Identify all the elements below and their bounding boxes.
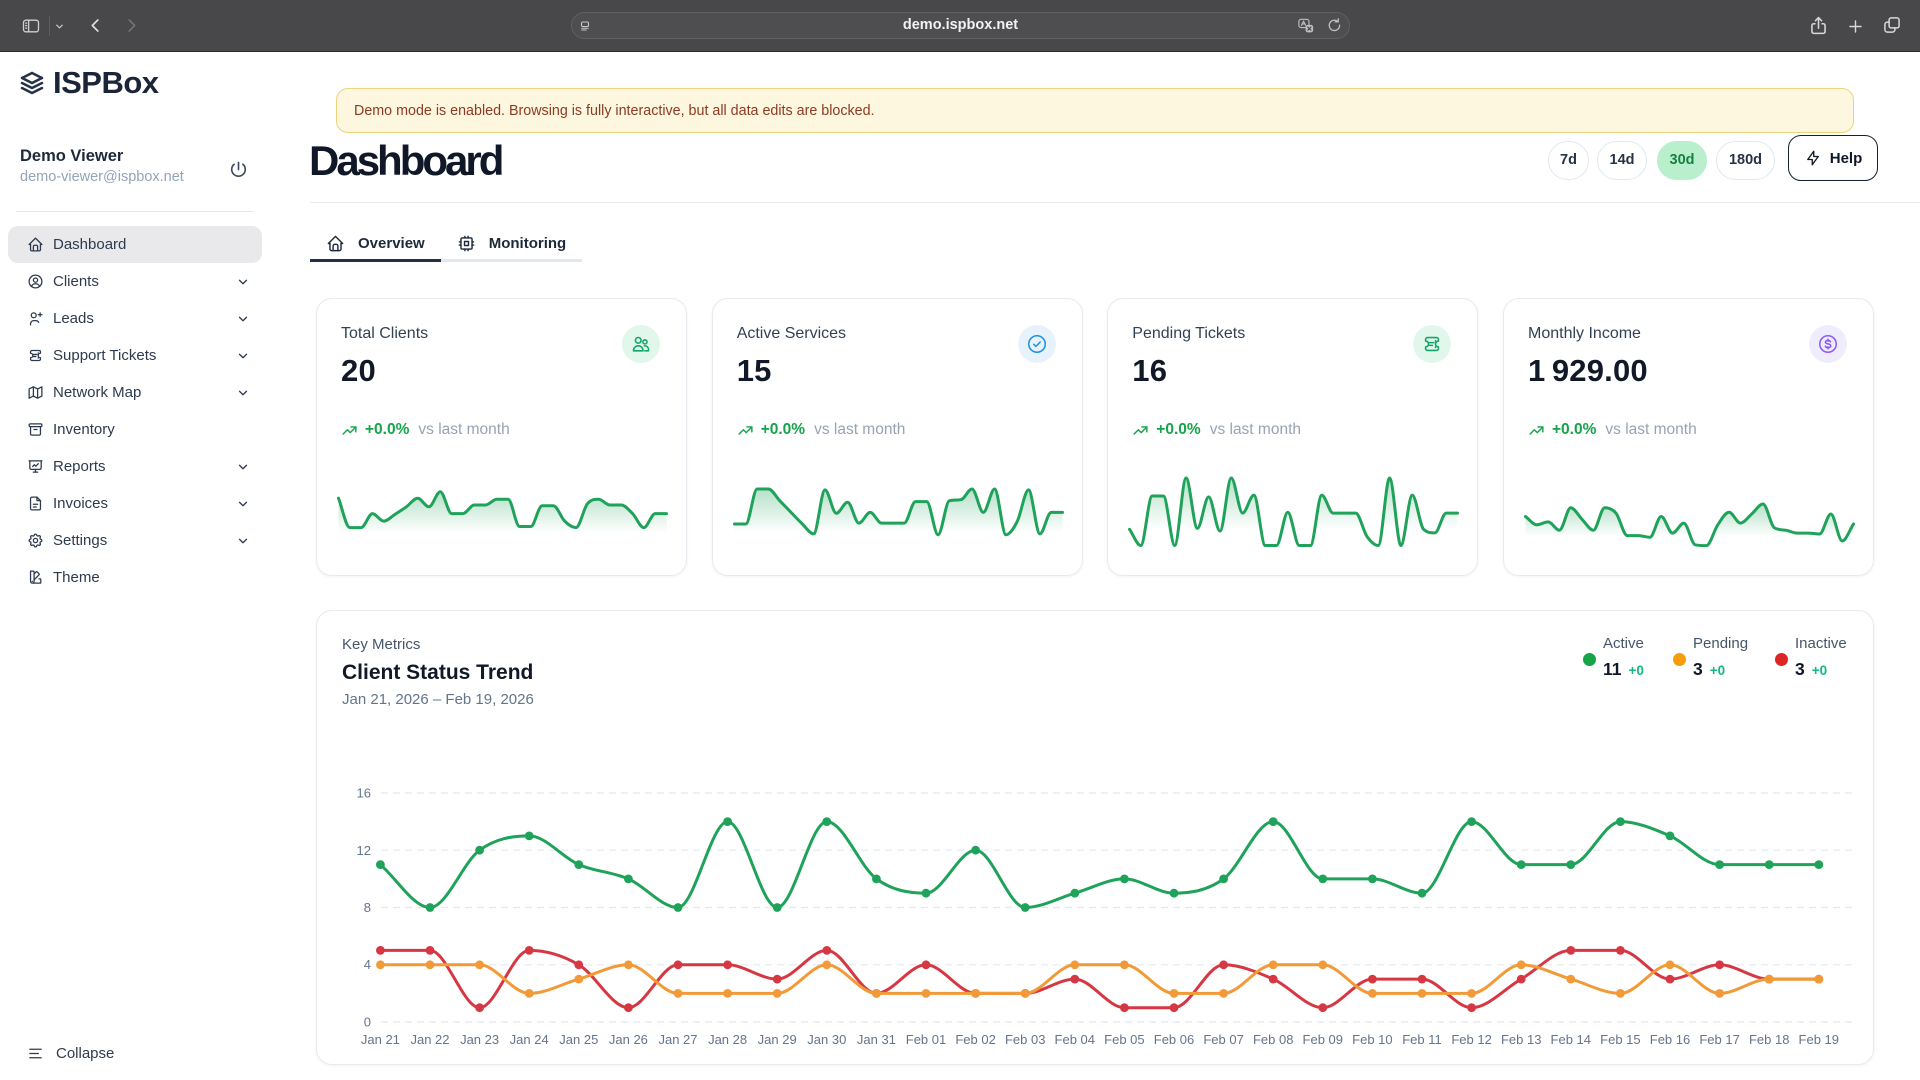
svg-text:Jan 27: Jan 27 bbox=[658, 1032, 697, 1047]
svg-text:0: 0 bbox=[364, 1015, 371, 1030]
svg-text:Feb 03: Feb 03 bbox=[1005, 1032, 1045, 1047]
svg-text:Feb 04: Feb 04 bbox=[1055, 1032, 1095, 1047]
svg-text:Jan 28: Jan 28 bbox=[708, 1032, 747, 1047]
svg-text:4: 4 bbox=[364, 957, 371, 972]
svg-text:Feb 02: Feb 02 bbox=[955, 1032, 995, 1047]
svg-text:Jan 30: Jan 30 bbox=[807, 1032, 846, 1047]
svg-text:Jan 25: Jan 25 bbox=[559, 1032, 598, 1047]
svg-text:Feb 08: Feb 08 bbox=[1253, 1032, 1293, 1047]
svg-text:Jan 21: Jan 21 bbox=[361, 1032, 400, 1047]
svg-text:Feb 11: Feb 11 bbox=[1402, 1032, 1442, 1047]
svg-text:16: 16 bbox=[357, 786, 371, 801]
svg-text:Feb 05: Feb 05 bbox=[1104, 1032, 1144, 1047]
svg-text:Jan 26: Jan 26 bbox=[609, 1032, 648, 1047]
svg-text:Feb 06: Feb 06 bbox=[1154, 1032, 1194, 1047]
svg-text:Feb 12: Feb 12 bbox=[1451, 1032, 1491, 1047]
svg-text:Jan 22: Jan 22 bbox=[410, 1032, 449, 1047]
svg-text:Feb 18: Feb 18 bbox=[1749, 1032, 1789, 1047]
svg-text:Jan 31: Jan 31 bbox=[857, 1032, 896, 1047]
svg-text:Jan 23: Jan 23 bbox=[460, 1032, 499, 1047]
svg-text:Feb 15: Feb 15 bbox=[1600, 1032, 1640, 1047]
svg-text:Feb 16: Feb 16 bbox=[1650, 1032, 1690, 1047]
svg-text:Jan 24: Jan 24 bbox=[510, 1032, 549, 1047]
svg-text:Jan 29: Jan 29 bbox=[758, 1032, 797, 1047]
svg-text:Feb 14: Feb 14 bbox=[1551, 1032, 1591, 1047]
svg-text:Feb 07: Feb 07 bbox=[1203, 1032, 1243, 1047]
svg-text:8: 8 bbox=[364, 900, 371, 915]
svg-text:Feb 01: Feb 01 bbox=[906, 1032, 946, 1047]
svg-text:Feb 10: Feb 10 bbox=[1352, 1032, 1392, 1047]
svg-text:Feb 17: Feb 17 bbox=[1699, 1032, 1739, 1047]
svg-text:Feb 09: Feb 09 bbox=[1303, 1032, 1343, 1047]
svg-text:Feb 19: Feb 19 bbox=[1799, 1032, 1839, 1047]
svg-text:Feb 13: Feb 13 bbox=[1501, 1032, 1541, 1047]
svg-text:12: 12 bbox=[357, 843, 371, 858]
